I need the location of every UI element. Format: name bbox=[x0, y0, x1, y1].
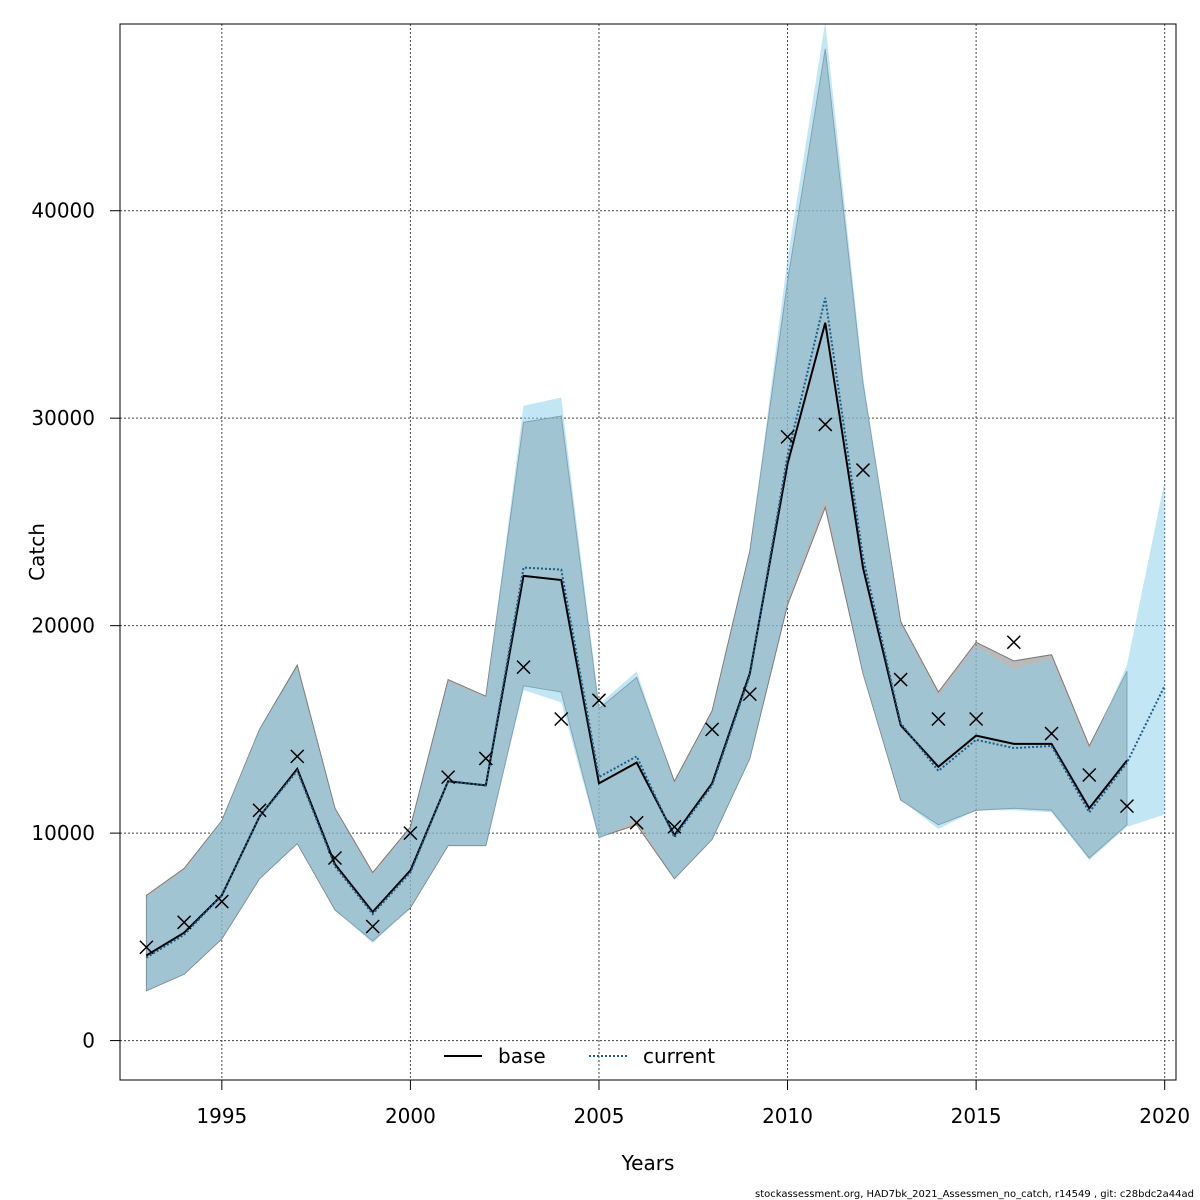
x-tick-label: 2010 bbox=[762, 1104, 813, 1128]
observation-marker bbox=[554, 711, 569, 727]
legend-base-label: base bbox=[498, 1044, 546, 1068]
observation-marker bbox=[365, 919, 380, 934]
observation-marker bbox=[705, 722, 720, 737]
legend: base current bbox=[444, 1044, 715, 1068]
observation-marker bbox=[1044, 726, 1059, 741]
observation-marker bbox=[969, 711, 984, 727]
current-confidence-band bbox=[146, 21, 1165, 991]
observation-marker bbox=[667, 819, 682, 834]
plot-frame bbox=[119, 23, 1177, 1081]
observation-marker bbox=[591, 693, 607, 708]
x-tick-label: 2015 bbox=[951, 1104, 1002, 1128]
y-axis-ticks: 0 10000 20000 30000 40000 bbox=[31, 199, 120, 1053]
observation-marker bbox=[252, 803, 267, 818]
observation-marker bbox=[855, 463, 871, 478]
y-tick-label: 20000 bbox=[31, 614, 95, 638]
x-axis-ticks: 1995 2000 2005 2010 2015 2020 bbox=[196, 1080, 1190, 1128]
observation-marker bbox=[139, 940, 154, 955]
observation-marker bbox=[441, 770, 456, 785]
observation-marker bbox=[516, 660, 531, 675]
x-axis-title: Years bbox=[621, 1151, 675, 1175]
series-lines bbox=[145, 297, 1166, 959]
observation-marker bbox=[780, 429, 795, 444]
footer-text: stockassessment.org, HAD7bk_2021_Assessm… bbox=[755, 1189, 1194, 1200]
current-estimate-line bbox=[145, 297, 1166, 959]
observation-marker bbox=[403, 826, 418, 841]
observation-marker bbox=[327, 850, 343, 866]
observation-marker bbox=[290, 749, 305, 764]
observation-marker bbox=[742, 687, 757, 702]
x-tick-label: 2005 bbox=[574, 1104, 625, 1128]
observation-marker bbox=[177, 915, 192, 930]
observation-marker bbox=[1119, 799, 1135, 814]
legend-current-label: current bbox=[643, 1044, 715, 1068]
x-tick-label: 1995 bbox=[196, 1104, 247, 1128]
confidence-bands bbox=[145, 21, 1165, 992]
observation-marker bbox=[1082, 767, 1097, 783]
observation-markers bbox=[139, 417, 1135, 955]
y-axis-title: Catch bbox=[25, 523, 49, 581]
observation-marker bbox=[931, 711, 946, 727]
y-tick-label: 40000 bbox=[31, 199, 95, 223]
observation-marker bbox=[214, 894, 229, 909]
observation-marker bbox=[1006, 635, 1021, 650]
observation-marker bbox=[629, 815, 644, 830]
observation-marker bbox=[818, 417, 833, 432]
observation-marker bbox=[893, 672, 908, 687]
y-tick-label: 10000 bbox=[31, 821, 95, 845]
y-tick-label: 30000 bbox=[31, 406, 95, 430]
observation-marker bbox=[478, 751, 493, 766]
x-tick-label: 2000 bbox=[385, 1104, 436, 1128]
y-tick-label: 0 bbox=[82, 1029, 95, 1053]
x-tick-label: 2020 bbox=[1139, 1104, 1190, 1128]
